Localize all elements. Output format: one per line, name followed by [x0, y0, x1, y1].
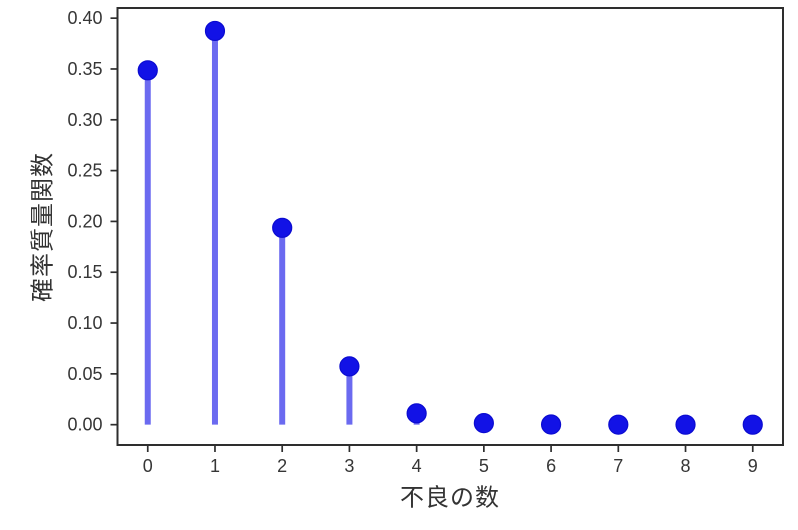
data-point-marker: [204, 20, 226, 42]
x-tick-label: 3: [344, 456, 354, 476]
data-point-marker: [473, 413, 494, 434]
x-tick-label: 4: [412, 456, 422, 476]
data-point-marker: [406, 403, 427, 424]
y-tick-label: 0.05: [67, 364, 102, 384]
x-tick-label: 8: [681, 456, 691, 476]
data-point-marker: [137, 60, 158, 81]
plot-frame: [116, 7, 784, 446]
y-tick-label: 0.15: [67, 262, 102, 282]
y-tick-label: 0.25: [67, 161, 102, 181]
x-tick-label: 1: [210, 456, 220, 476]
data-point-marker: [339, 356, 360, 377]
x-tick-label: 9: [748, 456, 758, 476]
x-tick-label: 2: [277, 456, 287, 476]
y-tick-label: 0.40: [67, 8, 102, 28]
y-tick-label: 0.35: [67, 59, 102, 79]
y-tick-label: 0.10: [67, 313, 102, 333]
x-tick-label: 5: [479, 456, 489, 476]
data-point-marker: [540, 414, 562, 435]
x-axis-label: 不良の数: [400, 484, 500, 512]
data-point-marker: [675, 414, 696, 435]
y-tick-label: 0.30: [67, 110, 102, 130]
x-tick-label: 6: [546, 456, 556, 476]
x-tick-label: 7: [613, 456, 623, 476]
y-axis-label: 確率質量関数: [29, 152, 57, 302]
data-point-marker: [608, 414, 629, 435]
data-point-marker: [742, 414, 763, 435]
y-tick-label: 0.00: [67, 415, 102, 435]
data-point-marker: [272, 217, 293, 238]
y-tick-label: 0.20: [67, 211, 102, 231]
x-tick-label: 0: [143, 456, 153, 476]
